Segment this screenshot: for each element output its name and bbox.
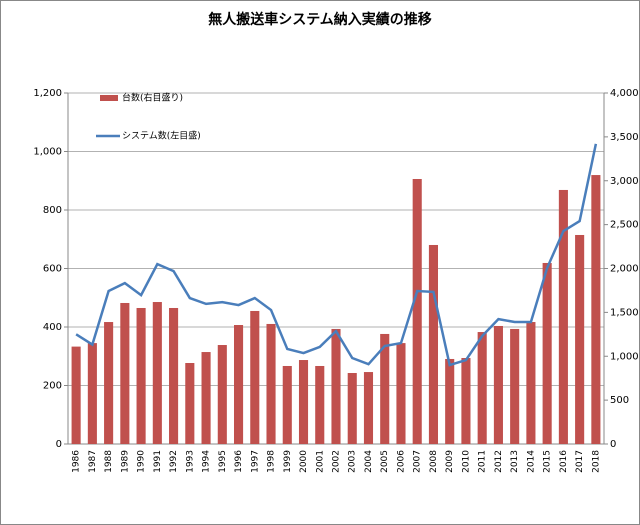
x-tick-label: 1993 <box>185 450 195 473</box>
x-tick-label: 2001 <box>315 450 325 473</box>
bar <box>380 333 390 444</box>
x-tick-label: 2013 <box>510 450 520 473</box>
bar <box>250 310 260 444</box>
y2-tick-label: 2,000 <box>610 264 639 275</box>
y-tick-label: 800 <box>43 205 62 216</box>
bar <box>136 307 146 444</box>
x-tick-label: 1998 <box>267 450 277 473</box>
x-tick-label: 1999 <box>283 450 293 473</box>
x-tick-label: 2003 <box>348 450 358 473</box>
y-tick-label: 0 <box>56 439 62 450</box>
y2-tick-label: 3,000 <box>610 176 639 187</box>
x-tick-label: 2009 <box>445 450 455 473</box>
x-tick-label: 1986 <box>72 450 82 473</box>
bar <box>558 189 568 444</box>
bar <box>461 358 471 444</box>
legend-swatch <box>100 95 118 101</box>
x-tick-label: 1988 <box>104 450 114 473</box>
x-tick-label: 1987 <box>88 450 98 473</box>
x-tick-label: 2012 <box>494 450 504 473</box>
x-tick-label: 2005 <box>380 450 390 473</box>
bar <box>493 325 503 444</box>
x-tick-label: 1990 <box>137 450 147 473</box>
bar <box>542 262 552 444</box>
legend-label: 台数(右目盛り) <box>122 92 183 104</box>
bar <box>266 323 276 444</box>
chart-title: 無人搬送車システム納入実績の推移 <box>208 11 432 28</box>
x-tick-label: 2004 <box>364 450 374 473</box>
bar <box>477 332 487 444</box>
x-tick-label: 2007 <box>413 450 423 473</box>
bar <box>217 345 227 444</box>
bar <box>363 372 374 444</box>
y-tick-label: 1,000 <box>33 147 62 158</box>
x-tick-label: 1996 <box>234 450 244 473</box>
x-tick-label: 2011 <box>478 450 488 473</box>
y2-tick-label: 1,000 <box>610 351 639 362</box>
bar <box>510 328 520 444</box>
x-tick-label: 2002 <box>332 450 342 473</box>
bar <box>331 328 341 444</box>
y2-tick-label: 500 <box>610 395 629 406</box>
y-tick-label: 600 <box>43 264 62 275</box>
bar <box>347 373 357 444</box>
x-tick-label: 2014 <box>526 450 536 473</box>
x-tick-label: 2008 <box>429 450 439 473</box>
legend-label: システム数(左目盛) <box>122 130 201 142</box>
bar <box>298 360 309 444</box>
line <box>75 143 598 367</box>
x-tick-label: 1991 <box>153 450 163 473</box>
bar <box>282 365 292 444</box>
bar <box>396 343 406 444</box>
bar <box>428 244 439 444</box>
x-tick-label: 2016 <box>559 450 569 473</box>
bar <box>526 322 536 444</box>
x-tick-label: 1992 <box>169 450 179 473</box>
bar <box>104 322 114 444</box>
x-tick-label: 2006 <box>396 450 406 473</box>
y-tick-label: 1,200 <box>33 88 62 99</box>
x-tick-label: 2018 <box>591 450 601 473</box>
x-tick-label: 2010 <box>461 450 471 473</box>
bar <box>233 325 244 444</box>
y2-tick-label: 0 <box>610 439 616 450</box>
x-tick-label: 2015 <box>543 450 553 473</box>
bar <box>185 363 195 444</box>
x-tick-label: 2017 <box>575 450 585 473</box>
bar <box>120 302 130 444</box>
bar <box>201 352 211 444</box>
bar <box>591 175 601 444</box>
bar <box>169 307 179 444</box>
y-tick-label: 400 <box>43 322 62 333</box>
y2-tick-label: 2,500 <box>610 220 639 231</box>
bar <box>71 346 81 444</box>
y2-tick-label: 4,000 <box>610 88 639 99</box>
bar <box>575 234 585 444</box>
bar <box>412 178 422 444</box>
x-tick-label: 1994 <box>202 450 212 473</box>
y2-tick-label: 3,500 <box>610 132 639 143</box>
x-tick-label: 1997 <box>250 450 260 473</box>
x-tick-label: 1995 <box>218 450 228 473</box>
bar <box>87 343 97 444</box>
y2-tick-label: 1,500 <box>610 307 639 318</box>
bar <box>445 358 455 444</box>
x-tick-label: 2000 <box>299 450 309 473</box>
x-tick-label: 1989 <box>120 450 130 473</box>
y-tick-label: 200 <box>43 381 62 392</box>
bar <box>315 365 325 444</box>
bar <box>152 302 162 444</box>
